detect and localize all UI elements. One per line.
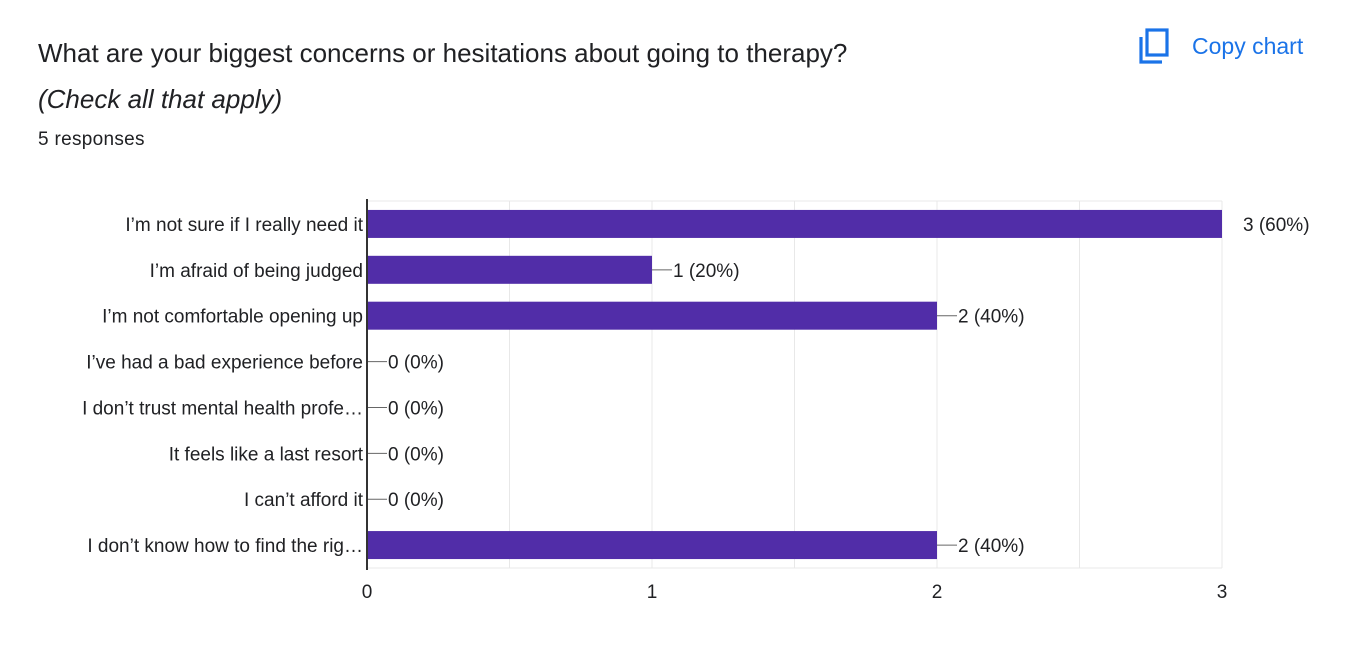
data-label: 2 (40%)	[958, 307, 1025, 328]
x-tick-label: 0	[362, 582, 373, 603]
category-label: I’ve had a bad experience before	[86, 353, 363, 374]
copy-chart-button[interactable]: Copy chart	[1138, 26, 1303, 66]
data-label: 0 (0%)	[388, 353, 444, 374]
data-label: 1 (20%)	[673, 261, 740, 282]
bar	[367, 301, 937, 330]
bar	[367, 531, 937, 560]
data-label: 2 (40%)	[958, 536, 1025, 557]
category-label: I don’t know how to find the rig…	[87, 536, 363, 557]
bar	[367, 209, 1222, 238]
chart-subtitle: (Check all that apply)	[38, 84, 283, 114]
copy-chart-label: Copy chart	[1192, 32, 1304, 59]
copy-icon	[1138, 27, 1170, 65]
chart-title: What are your biggest concerns or hesita…	[38, 38, 848, 68]
data-label: 0 (0%)	[388, 490, 444, 511]
data-label: 0 (0%)	[388, 444, 444, 465]
bar	[367, 255, 652, 284]
x-tick-label: 1	[647, 582, 658, 603]
category-label: I’m not sure if I really need it	[125, 215, 363, 236]
category-label: I can’t afford it	[244, 490, 364, 511]
x-tick-label: 3	[1217, 582, 1228, 603]
category-label: I’m afraid of being judged	[150, 261, 363, 282]
category-label: I’m not comfortable opening up	[102, 307, 363, 328]
category-label: It feels like a last resort	[169, 444, 364, 465]
category-label: I don’t trust mental health profe…	[82, 398, 363, 419]
data-label: 0 (0%)	[388, 398, 444, 419]
x-tick-label: 2	[932, 582, 943, 603]
response-count: 5 responses	[38, 129, 145, 150]
chart-title-block: What are your biggest concerns or hesita…	[38, 30, 847, 122]
data-label: 3 (60%)	[1243, 215, 1310, 236]
